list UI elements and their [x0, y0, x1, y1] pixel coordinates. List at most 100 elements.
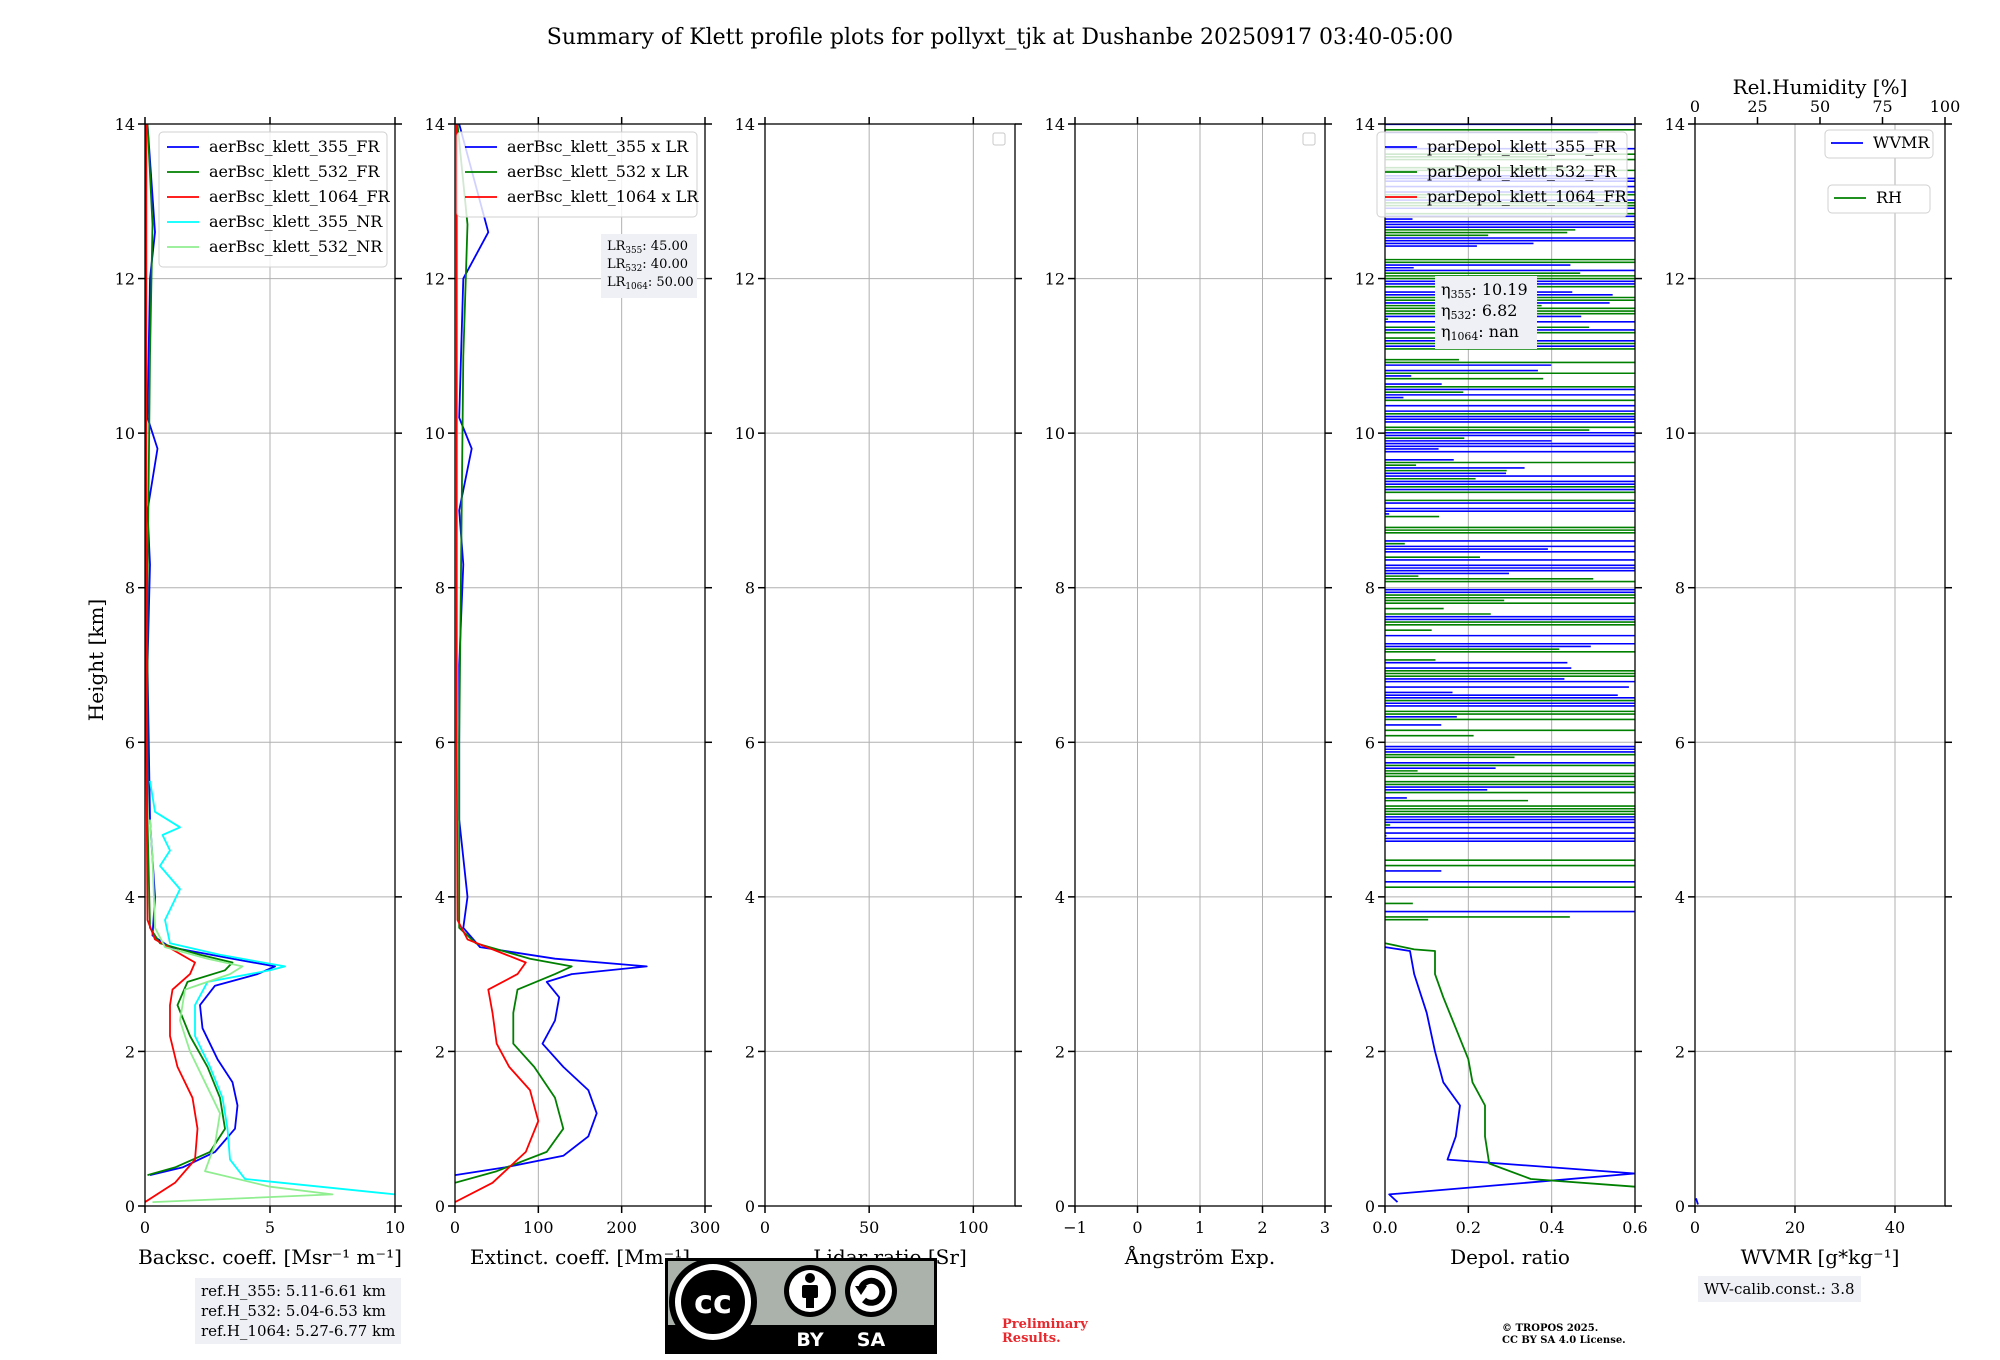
y-tick-label: 10	[735, 424, 755, 443]
y-tick-label: 6	[1055, 733, 1065, 752]
x-tick-label: 3	[1320, 1218, 1330, 1237]
y-tick-label: 4	[1055, 888, 1065, 907]
series-line-aerBsc_klett_532_NR	[149, 819, 334, 1203]
x-tick-label: 1	[1195, 1218, 1205, 1237]
wv-calib-box: WV-calib.const.: 3.8	[1698, 1276, 1861, 1302]
y-tick-label: 12	[1045, 270, 1065, 289]
eta-annotation-line: η355: 10.19	[1441, 280, 1528, 301]
y-tick-label: 8	[125, 579, 135, 598]
y-tick-label: 8	[435, 579, 445, 598]
series-line-aerBsc_klett_355_NR	[149, 780, 395, 1196]
y-tick-label: 6	[745, 733, 755, 752]
top-x-tick-label: 50	[1810, 97, 1830, 116]
sa-label: SA	[857, 1329, 886, 1351]
lr-annotation-sub: 355	[625, 246, 642, 256]
series-line-parDepol_klett_532_FR	[1385, 942, 1635, 1188]
legend-box	[456, 131, 698, 218]
panel-water-vapor: 0 2 4 6 8 10 12 14 0 20 40 WVMR [g*kg⁻¹] 0 25 50 75 100 R…	[1665, 75, 1961, 1269]
lr-annotation-base: LR	[607, 257, 627, 272]
legend-box	[1824, 129, 1934, 159]
ref-height-355: ref.H_355: 5.11-6.61 km	[201, 1282, 386, 1300]
copyright-line-2: CC BY SA 4.0 License.	[1502, 1335, 1626, 1346]
wv-calib-text: WV-calib.const.: 3.8	[1704, 1280, 1855, 1298]
y-tick-label: 2	[1365, 1042, 1375, 1061]
x-tick-label: 5	[265, 1218, 275, 1237]
lr-annotation-line: LR532: 40.00	[607, 257, 688, 274]
x-axis-label: Extinct. coeff. [Mm⁻¹]	[470, 1245, 690, 1269]
legend-label: RH	[1876, 188, 1902, 207]
series-line-aerBsc_klett_532 x LR	[455, 124, 573, 1184]
cc-license-badge-icon: cc BY SA	[665, 1258, 937, 1354]
depol-noise	[1385, 124, 1635, 921]
y-tick-label: 2	[125, 1042, 135, 1061]
eta-annotation-line: η532: 6.82	[1441, 301, 1517, 322]
panel-frame	[764, 123, 1016, 1207]
top-x-tick-label: 75	[1872, 97, 1892, 116]
copyright-line-1: © TROPOS 2025.	[1502, 1323, 1599, 1334]
x-tick-label: 0.6	[1622, 1218, 1647, 1237]
lr-annotation-value: : 45.00	[642, 239, 688, 254]
ref-height-532: ref.H_532: 5.04-6.53 km	[201, 1302, 386, 1320]
x-axis-label: Depol. ratio	[1450, 1245, 1570, 1269]
by-label: BY	[796, 1329, 823, 1351]
y-tick-label: 6	[435, 733, 445, 752]
x-tick-label: 0.0	[1372, 1218, 1397, 1237]
empty-legend-box	[992, 132, 1006, 146]
x-axis-label: WVMR [g*kg⁻¹]	[1741, 1245, 1900, 1269]
eta-annotation-value: : 10.19	[1471, 280, 1527, 299]
panel-backscatter: 0 2 4 6 8 10 12 14 0 5 10 Backsc. coeff. [Msr⁻¹ m⁻¹…	[115, 115, 406, 1269]
panel-frame	[454, 123, 706, 1207]
eta-annotation-base: η	[1441, 301, 1451, 320]
x-tick-label: 0	[140, 1218, 150, 1237]
y-tick-label: 8	[1055, 579, 1065, 598]
eta-annotation-value: : nan	[1478, 322, 1519, 341]
series-line-WVMR	[1695, 1198, 1699, 1205]
y-tick-label: 0	[435, 1197, 445, 1216]
legend-box	[1827, 184, 1931, 214]
y-tick-label: 0	[1055, 1197, 1065, 1216]
legend-label: aerBsc_klett_355 x LR	[507, 137, 689, 156]
preliminary-line-1: Preliminary	[1002, 1317, 1088, 1332]
y-tick-label: 0	[125, 1197, 135, 1216]
y-tick-label: 4	[745, 888, 755, 907]
lr-annotation-value: : 50.00	[648, 275, 694, 290]
ref-height-1064: ref.H_1064: 5.27-6.77 km	[201, 1322, 396, 1340]
top-x-tick-label: 100	[1930, 97, 1961, 116]
legend-label: parDepol_klett_355_FR	[1427, 137, 1618, 156]
eta-annotation-box	[1435, 276, 1537, 349]
y-tick-label: 2	[745, 1042, 755, 1061]
top-x-axis-label: Rel.Humidity [%]	[1733, 75, 1908, 99]
y-tick-label: 6	[125, 733, 135, 752]
y-tick-label: 12	[735, 270, 755, 289]
y-tick-label: 4	[1675, 888, 1685, 907]
eta-annotation-value: : 6.82	[1471, 301, 1517, 320]
panel-frame	[1694, 123, 1946, 1207]
y-tick-label: 6	[1675, 733, 1685, 752]
y-tick-label: 0	[1365, 1197, 1375, 1216]
empty-legend-box	[1302, 132, 1316, 146]
eta-annotation-line: η1064: nan	[1441, 322, 1519, 343]
x-tick-label: 0	[1690, 1218, 1700, 1237]
x-tick-label: 20	[1785, 1218, 1805, 1237]
figure-title: Summary of Klett profile plots for polly…	[547, 25, 1453, 50]
y-tick-label: 12	[425, 270, 445, 289]
y-tick-label: 12	[1355, 270, 1375, 289]
series-line-aerBsc_klett_532_FR	[146, 124, 234, 1176]
legend-box	[158, 131, 388, 268]
y-tick-label: 14	[735, 115, 755, 134]
x-tick-label: 40	[1885, 1218, 1905, 1237]
y-tick-label: 14	[115, 115, 135, 134]
y-tick-label: 4	[1365, 888, 1375, 907]
y-tick-label: 14	[1355, 115, 1375, 134]
y-tick-label: 4	[125, 888, 135, 907]
lr-annotation-line: LR1064: 50.00	[607, 275, 694, 292]
lr-annotation-box	[601, 234, 697, 298]
y-tick-label: 8	[745, 579, 755, 598]
y-tick-label: 0	[745, 1197, 755, 1216]
lr-annotation-sub: 1064	[625, 282, 648, 292]
x-tick-label: 50	[859, 1218, 879, 1237]
preliminary-line-2: Results.	[1002, 1331, 1061, 1346]
